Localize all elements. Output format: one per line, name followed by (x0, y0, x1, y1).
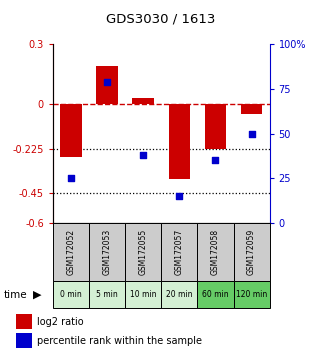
Bar (96, 66, 118, 104)
Text: time: time (3, 290, 27, 300)
Point (141, 152, 146, 158)
Bar (53, 281, 89, 308)
Point (213, 158, 218, 163)
Bar (89, 223, 125, 281)
Text: 0 min: 0 min (60, 290, 82, 299)
Bar (234, 281, 270, 308)
Bar (197, 281, 233, 308)
Text: 10 min: 10 min (130, 290, 157, 299)
Text: log2 ratio: log2 ratio (37, 317, 83, 327)
Bar (241, 104, 262, 114)
Text: 60 min: 60 min (202, 290, 229, 299)
Text: GDS3030 / 1613: GDS3030 / 1613 (106, 13, 215, 26)
Text: GSM172052: GSM172052 (66, 229, 75, 275)
Text: 5 min: 5 min (96, 290, 118, 299)
Text: GSM172053: GSM172053 (103, 229, 112, 275)
Bar (161, 223, 197, 281)
Point (177, 193, 182, 199)
Bar (161, 281, 197, 308)
Bar (132, 98, 154, 104)
Text: ▶: ▶ (33, 290, 41, 300)
Text: 20 min: 20 min (166, 290, 193, 299)
Text: GSM172055: GSM172055 (139, 229, 148, 275)
Bar (125, 281, 161, 308)
Text: 120 min: 120 min (236, 290, 267, 299)
Bar (125, 223, 161, 281)
Bar (16, 314, 32, 329)
Text: percentile rank within the sample: percentile rank within the sample (37, 336, 202, 346)
Bar (205, 104, 226, 149)
Point (68, 176, 74, 181)
Bar (89, 281, 125, 308)
Text: GSM172058: GSM172058 (211, 229, 220, 275)
Text: GSM172059: GSM172059 (247, 229, 256, 275)
Bar (197, 223, 233, 281)
Bar (169, 104, 190, 179)
Text: GSM172057: GSM172057 (175, 229, 184, 275)
Bar (234, 223, 270, 281)
Point (249, 131, 254, 136)
Point (105, 79, 110, 85)
Bar (60, 104, 82, 158)
Bar (53, 223, 89, 281)
Bar (16, 333, 32, 348)
